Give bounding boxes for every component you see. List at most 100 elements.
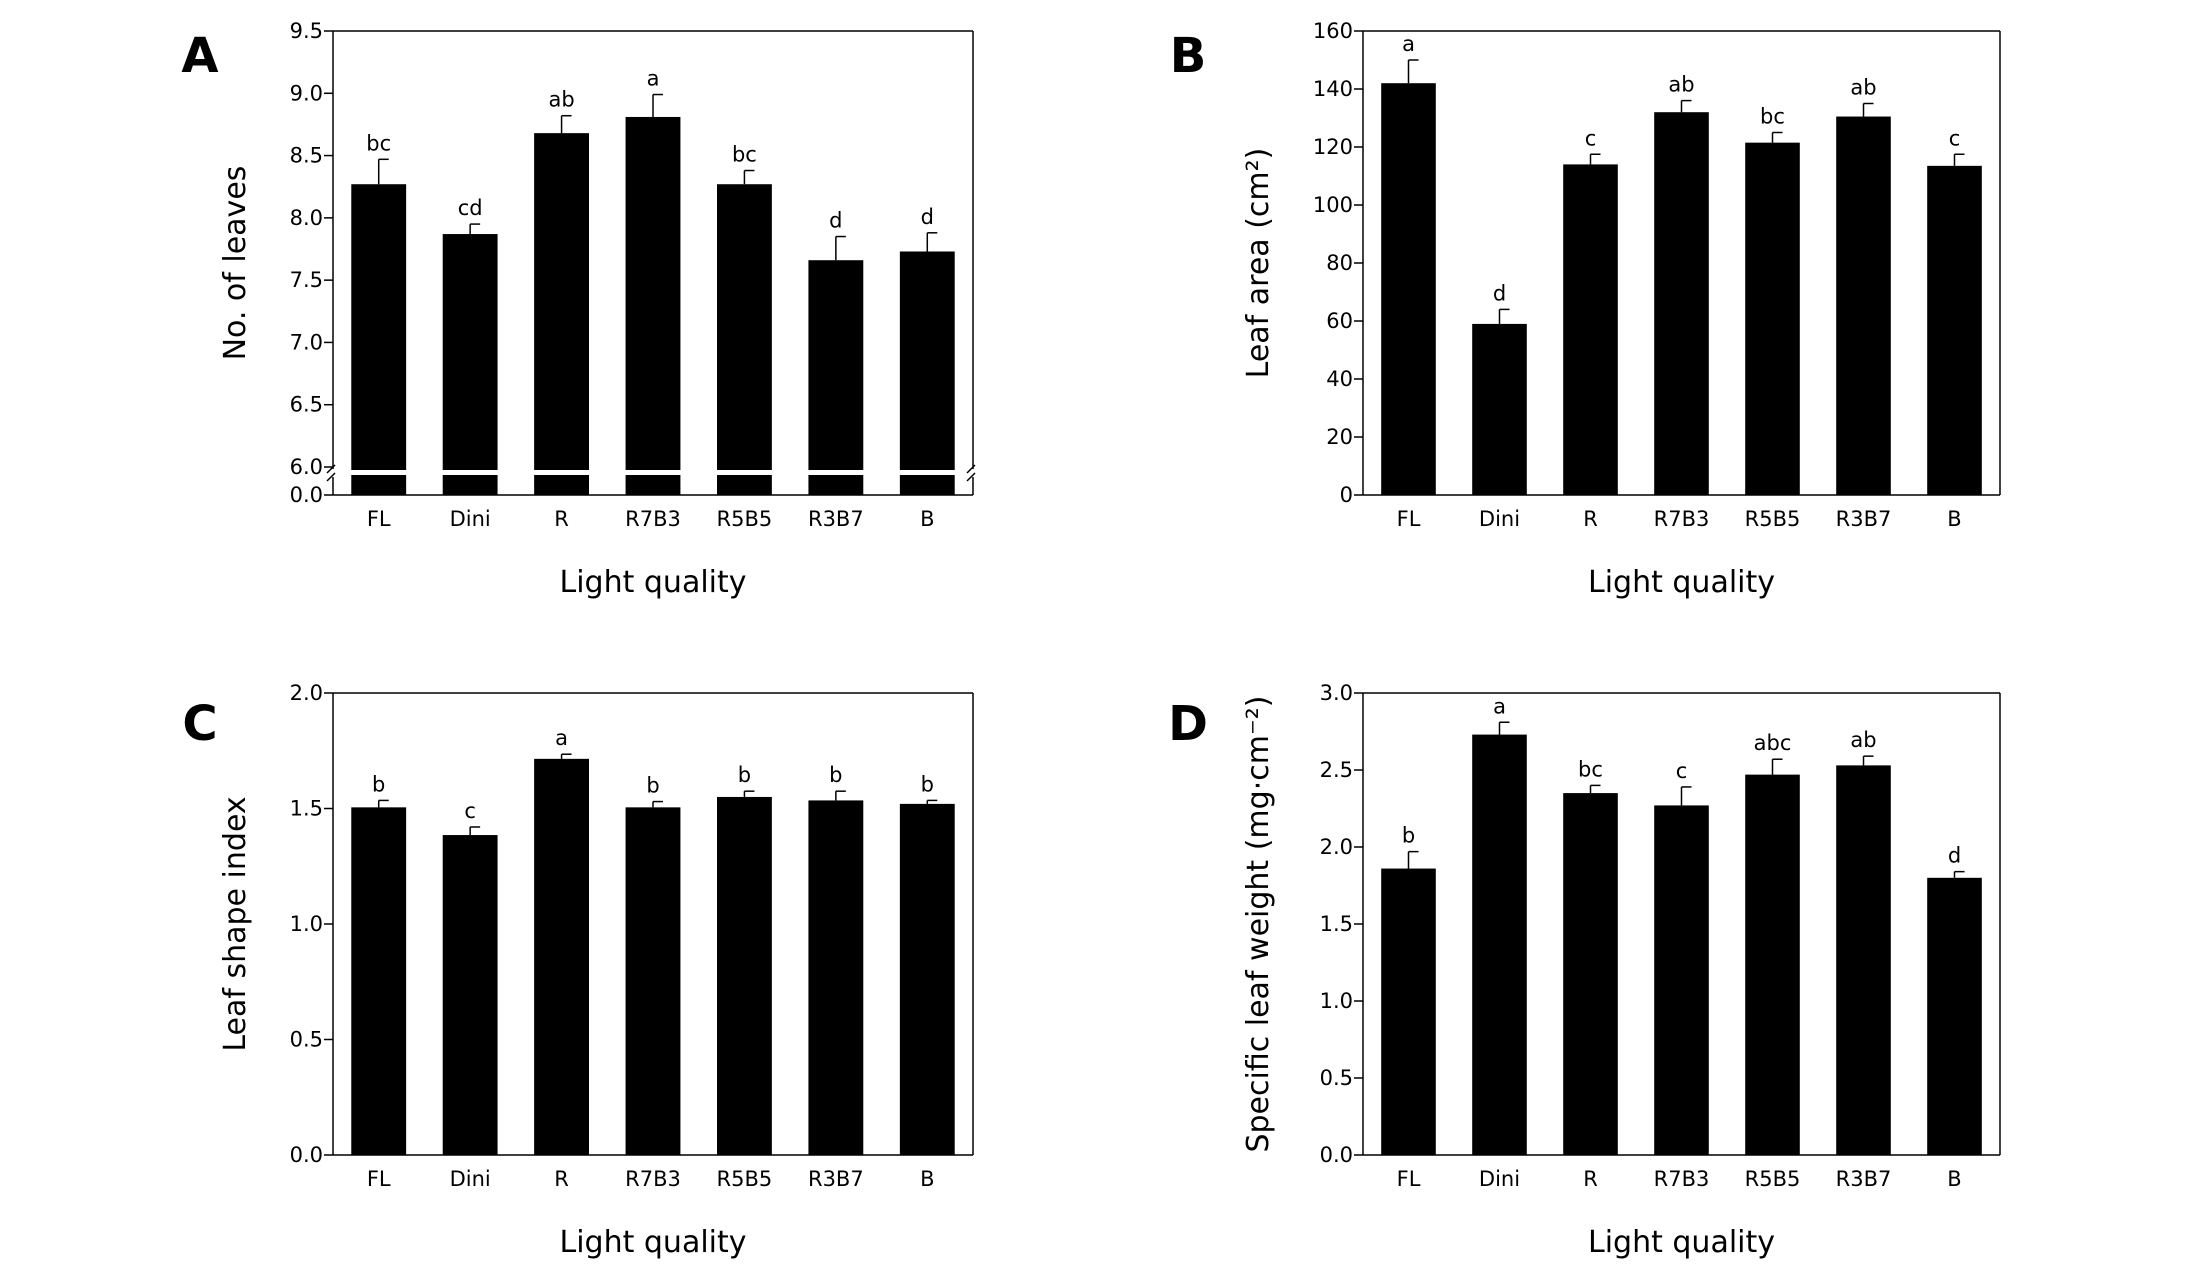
- significance-letter: bc: [732, 143, 757, 167]
- significance-letter: d: [829, 209, 842, 233]
- y-tick-label: 80: [1326, 251, 1353, 275]
- significance-letter: a: [555, 726, 568, 750]
- y-tick-label: 40: [1326, 367, 1353, 391]
- x-axis-title: Light quality: [559, 565, 746, 600]
- bar: [442, 234, 498, 495]
- significance-letter: c: [464, 799, 476, 823]
- x-tick-label: B: [1947, 1167, 1961, 1191]
- significance-letter: b: [921, 772, 934, 796]
- bar: [625, 807, 681, 1155]
- y-tick-label: 0.5: [1320, 1066, 1353, 1090]
- y-tick-label: 0.0: [290, 483, 323, 507]
- y-tick-label: 7.0: [290, 330, 323, 354]
- break-mark-left: [326, 472, 336, 482]
- y-tick-label: 8.5: [290, 144, 323, 168]
- bar: [351, 184, 407, 496]
- y-tick-label: 1.5: [1320, 912, 1353, 936]
- bar: [442, 835, 498, 1155]
- bar: [534, 758, 589, 1155]
- x-tick-label: R5B5: [1745, 1167, 1801, 1191]
- significance-letter: d: [1493, 281, 1506, 305]
- panel-label: D: [1168, 696, 1208, 752]
- panel-label: A: [181, 28, 218, 84]
- x-tick-label: R3B7: [1836, 507, 1892, 531]
- bar: [1472, 734, 1527, 1155]
- y-tick-label: 3.0: [1320, 681, 1353, 705]
- x-tick-label: Dini: [1479, 507, 1520, 531]
- y-tick-label: 0.5: [290, 1028, 323, 1052]
- bar: [1745, 774, 1800, 1155]
- y-tick-label: 0.0: [290, 1143, 323, 1167]
- x-tick-label: R3B7: [808, 507, 864, 531]
- x-axis-title: Light quality: [559, 1225, 746, 1260]
- bar: [1563, 793, 1618, 1155]
- x-tick-label: R5B5: [717, 507, 773, 531]
- panel-a: Abc FL cd Dini ab Ra R7B3 bc R5B5 d R3B7 d B 0.0 6.0 6.…: [181, 19, 976, 600]
- x-tick-label: R: [1583, 1167, 1598, 1191]
- y-tick-label: 6.0: [290, 455, 323, 479]
- x-tick-label: FL: [1397, 507, 1421, 531]
- bar: [1381, 83, 1436, 495]
- x-tick-label: FL: [1397, 1167, 1421, 1191]
- significance-letter: c: [1949, 126, 1961, 150]
- x-tick-label: R7B3: [1654, 1167, 1710, 1191]
- y-tick-label: 2.0: [290, 681, 323, 705]
- panel-d: Db FL a Dini bc Rc R7B3 abc R5B5 ab R3B7 d B 0.0 0.5 1.…: [1168, 681, 2001, 1260]
- x-axis-title: Light quality: [1588, 565, 1775, 600]
- significance-letter: d: [1948, 844, 1961, 868]
- x-tick-label: FL: [367, 1167, 391, 1191]
- y-axis-title: Leaf shape index: [218, 796, 253, 1051]
- x-tick-label: R7B3: [625, 507, 681, 531]
- significance-letter: ab: [548, 88, 574, 112]
- bar: [1836, 116, 1891, 496]
- x-tick-label: R5B5: [1745, 507, 1801, 531]
- bar: [351, 807, 407, 1155]
- significance-letter: c: [1676, 759, 1688, 783]
- significance-letter: b: [372, 772, 385, 796]
- significance-letter: ab: [1850, 76, 1876, 100]
- y-tick-label: 0.0: [1320, 1143, 1353, 1167]
- break-mark-left: [326, 464, 336, 474]
- y-tick-label: 140: [1313, 77, 1353, 101]
- y-tick-label: 2.0: [1320, 835, 1353, 859]
- significance-letter: ab: [1668, 73, 1694, 97]
- x-tick-label: B: [920, 1167, 934, 1191]
- panel-label: B: [1170, 28, 1207, 84]
- bar: [1927, 165, 1982, 495]
- x-tick-label: R: [554, 1167, 569, 1191]
- bar: [1745, 142, 1800, 495]
- y-tick-label: 120: [1313, 135, 1353, 159]
- significance-letter: c: [1585, 126, 1597, 150]
- x-axis-title: Light quality: [1588, 1225, 1775, 1260]
- panel-c: Cb FL c Dini a Rb R7B3 b R5B5 b R3B7 b B 0.0 0.5 1.0 1.5…: [182, 681, 974, 1260]
- bar: [808, 260, 864, 495]
- significance-letter: b: [829, 763, 842, 787]
- bar: [717, 184, 772, 496]
- x-tick-label: R3B7: [1836, 1167, 1892, 1191]
- x-tick-label: R: [1583, 507, 1598, 531]
- x-tick-label: Dini: [450, 1167, 491, 1191]
- y-tick-label: 1.0: [1320, 989, 1353, 1013]
- x-tick-label: B: [920, 507, 934, 531]
- bar: [717, 796, 772, 1155]
- y-tick-label: 100: [1313, 193, 1353, 217]
- bar: [1472, 323, 1527, 495]
- bar: [1654, 112, 1709, 495]
- x-tick-label: FL: [367, 507, 391, 531]
- y-tick-label: 160: [1313, 19, 1353, 43]
- break-mark-right: [966, 464, 976, 474]
- x-tick-label: R: [554, 507, 569, 531]
- bar: [1654, 805, 1709, 1155]
- y-tick-label: 7.5: [290, 268, 323, 292]
- y-axis-title: No. of leaves: [218, 166, 253, 361]
- bar: [899, 251, 955, 495]
- significance-letter: a: [1493, 694, 1506, 718]
- bar: [1927, 877, 1982, 1155]
- panel-label: C: [182, 696, 217, 752]
- x-tick-label: R3B7: [808, 1167, 864, 1191]
- significance-letter: b: [646, 774, 659, 798]
- significance-letter: a: [647, 67, 660, 91]
- significance-letter: a: [1402, 32, 1415, 56]
